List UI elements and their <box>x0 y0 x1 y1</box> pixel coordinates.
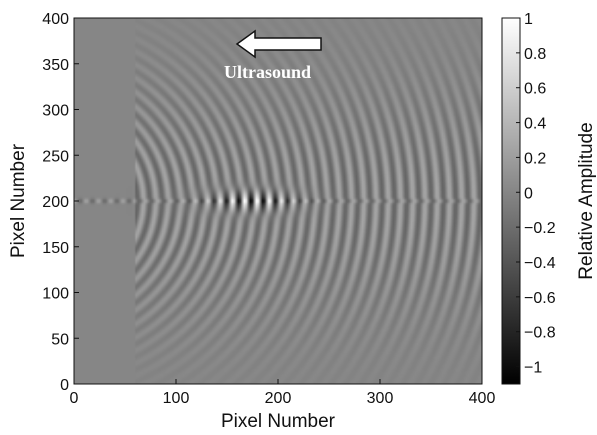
colorbar-tick-label: −0.6 <box>524 290 556 307</box>
y-tick-label: 0 <box>60 377 69 394</box>
colorbar-gradient <box>501 17 521 385</box>
x-tick-label: 100 <box>163 390 190 407</box>
y-tick-label: 200 <box>42 194 69 211</box>
colorbar-tick-label: 1 <box>524 11 533 28</box>
y-axis-label: Pixel Number <box>8 143 29 258</box>
colorbar-tick-label: 0.8 <box>524 46 546 63</box>
left-arrow-icon <box>235 29 322 59</box>
colorbar-ticks: 1 0.8 0.6 0.4 0.2 0 −0.2 −0.4 −0.6 −0.8 −1 <box>516 11 556 377</box>
y-tick-label: 300 <box>42 103 69 120</box>
y-tick-label: 350 <box>42 57 69 74</box>
heatmap-image <box>74 18 482 384</box>
ultrasound-annotation: Ultrasound <box>224 29 322 82</box>
ultrasound-label: Ultrasound <box>224 62 311 82</box>
y-axis-ticks: 0 50 100 150 200 250 300 350 400 <box>42 11 79 394</box>
y-tick-label: 150 <box>42 240 69 257</box>
colorbar-tick-label: 0.6 <box>524 81 546 98</box>
colorbar-tick-label: 0 <box>524 185 533 202</box>
y-tick-label: 400 <box>42 11 69 28</box>
x-tick-label: 0 <box>70 390 79 407</box>
y-tick-label: 50 <box>51 331 69 348</box>
colorbar-label: Relative Amplitude <box>576 122 597 279</box>
colorbar-tick-label: −0.8 <box>524 325 556 342</box>
heatmap-plot-area <box>73 17 483 385</box>
y-tick-label: 250 <box>42 148 69 165</box>
colorbar: 1 0.8 0.6 0.4 0.2 0 −0.2 −0.4 −0.6 −0.8 −1 <box>501 11 556 385</box>
x-axis-label: Pixel Number <box>221 411 336 432</box>
colorbar-tick-label: −1 <box>524 360 542 377</box>
x-axis-ticks: 0 100 200 300 400 <box>70 379 496 407</box>
y-tick-label: 100 <box>42 286 69 303</box>
colorbar-tick-label: −0.2 <box>524 220 556 237</box>
x-tick-label: 300 <box>367 390 394 407</box>
colorbar-tick-label: 0.4 <box>524 116 546 133</box>
colorbar-tick-label: 0.2 <box>524 150 546 167</box>
x-tick-label: 200 <box>265 390 292 407</box>
x-tick-label: 400 <box>469 390 496 407</box>
colorbar-tick-label: −0.4 <box>524 255 556 272</box>
